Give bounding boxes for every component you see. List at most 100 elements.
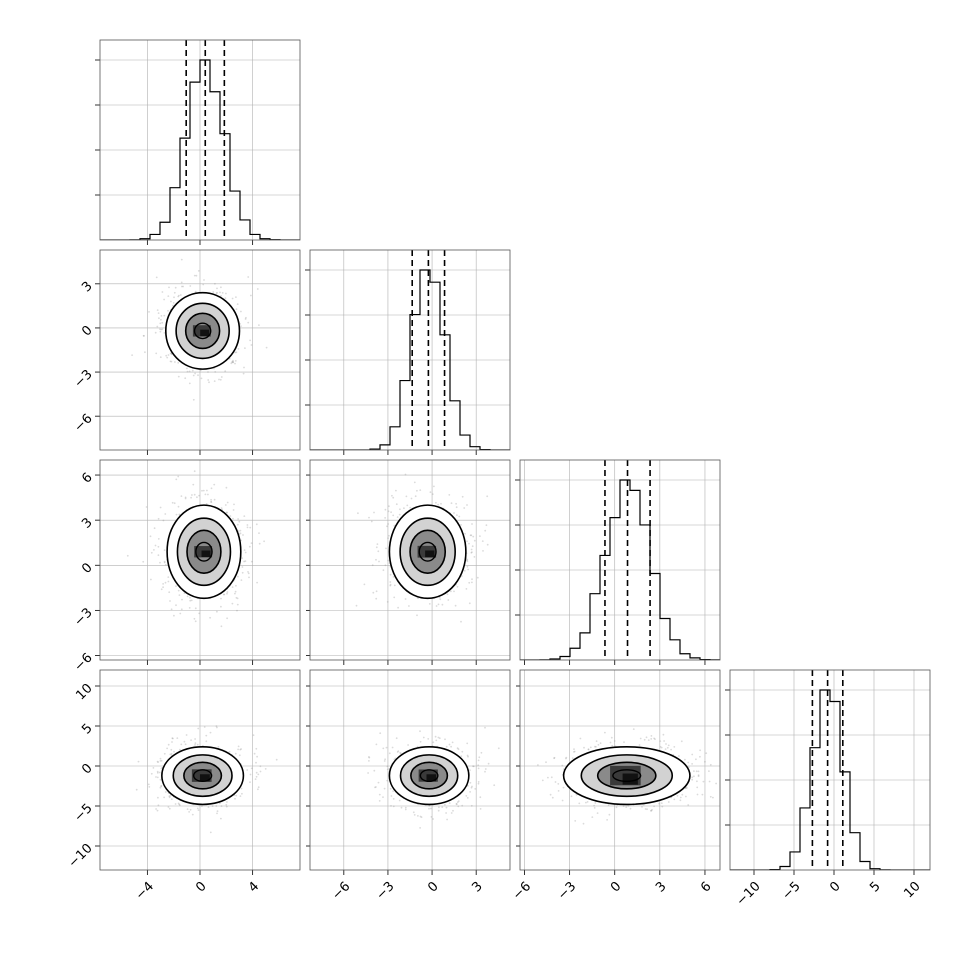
- x-tick-label: −6: [510, 879, 534, 903]
- scatter-point: [183, 740, 186, 743]
- scatter-point: [596, 812, 599, 814]
- scatter-point: [680, 740, 683, 743]
- scatter-point: [450, 745, 452, 748]
- scatter-point: [685, 795, 687, 798]
- scatter-point: [477, 781, 480, 783]
- scatter-point: [186, 595, 189, 598]
- scatter-point: [235, 584, 237, 587]
- scatter-point: [219, 378, 222, 381]
- scatter-point: [485, 524, 488, 527]
- scatter-point: [258, 542, 261, 545]
- contour-core: [419, 769, 439, 783]
- scatter-point: [234, 797, 236, 800]
- scatter-point: [437, 809, 440, 812]
- scatter-point: [210, 498, 213, 501]
- scatter-point: [695, 770, 698, 773]
- scatter-point: [226, 801, 228, 803]
- scatter-point: [209, 616, 212, 619]
- scatter-point: [142, 560, 145, 563]
- scatter-point: [239, 529, 242, 532]
- scatter-point: [246, 769, 249, 771]
- scatter-point: [215, 805, 218, 807]
- scatter-point: [197, 374, 199, 377]
- y-tick-label: −6: [71, 411, 95, 435]
- scatter-point: [470, 551, 473, 554]
- scatter-point: [477, 764, 480, 767]
- scatter-point: [264, 768, 267, 770]
- scatter-point: [221, 292, 224, 294]
- scatter-point: [207, 806, 210, 809]
- scatter-point: [178, 513, 181, 516]
- scatter-point: [439, 598, 442, 601]
- scatter-point: [673, 746, 676, 748]
- x-tick-label: 6: [698, 879, 714, 895]
- scatter-point: [457, 748, 460, 751]
- scatter-point: [573, 751, 575, 753]
- scatter-point: [236, 597, 239, 600]
- scatter-point: [228, 750, 231, 753]
- scatter-point: [679, 796, 682, 799]
- panel-r1-c1: [305, 249, 511, 455]
- scatter-point: [392, 496, 395, 499]
- scatter-point: [461, 750, 464, 753]
- scatter-point: [594, 802, 597, 804]
- panel-frame: [99, 249, 301, 451]
- scatter-point: [156, 770, 159, 773]
- scatter-point: [665, 743, 667, 745]
- scatter-point: [194, 372, 197, 375]
- scatter-point: [435, 605, 438, 607]
- scatter-point: [207, 371, 209, 373]
- scatter-point: [441, 806, 444, 808]
- scatter-point: [244, 318, 247, 320]
- scatter-point: [486, 495, 489, 498]
- x-tick-label: −3: [373, 879, 397, 903]
- scatter-point: [257, 773, 260, 776]
- scatter-point: [179, 748, 181, 751]
- scatter-point: [241, 571, 244, 574]
- scatter-point: [194, 742, 197, 745]
- scatter-point: [659, 740, 662, 742]
- scatter-point: [222, 593, 225, 596]
- panel-frame: [99, 459, 301, 661]
- scatter-point: [159, 328, 161, 331]
- x-tick-label: 3: [653, 879, 669, 895]
- scatter-point: [389, 584, 392, 587]
- scatter-point: [159, 561, 161, 564]
- scatter-point: [156, 809, 159, 812]
- scatter-point: [181, 598, 183, 601]
- scatter-point: [594, 745, 596, 748]
- scatter-point: [551, 796, 554, 799]
- scatter-point: [157, 545, 160, 548]
- scatter-point: [173, 750, 175, 753]
- scatter-point: [190, 245, 192, 247]
- scatter-point: [232, 509, 235, 511]
- scatter-point: [375, 558, 377, 561]
- scatter-point: [259, 770, 262, 773]
- scatter-point: [209, 831, 212, 834]
- y-tick-label: 3: [79, 279, 95, 295]
- scatter-point: [181, 285, 183, 288]
- scatter-point: [231, 602, 234, 605]
- scatter-point: [169, 600, 171, 602]
- scatter-point: [217, 745, 220, 748]
- scatter-point: [255, 747, 258, 750]
- scatter-point: [150, 551, 153, 554]
- density-plot: [367, 726, 500, 829]
- scatter-point: [189, 599, 192, 602]
- x-tick-label: −3: [555, 879, 579, 903]
- scatter-point: [174, 803, 177, 805]
- scatter-point: [382, 569, 385, 572]
- scatter-point: [661, 805, 664, 808]
- scatter-point: [226, 501, 229, 504]
- scatter-point: [419, 815, 422, 818]
- grid: [100, 250, 300, 450]
- scatter-point: [392, 805, 395, 808]
- scatter-point: [164, 513, 167, 515]
- scatter-point: [167, 580, 170, 583]
- scatter-point: [357, 512, 359, 515]
- scatter-point: [237, 530, 240, 532]
- scatter-point: [403, 507, 405, 510]
- scatter-point: [453, 590, 455, 593]
- scatter-point: [413, 814, 416, 816]
- scatter-point: [163, 796, 166, 799]
